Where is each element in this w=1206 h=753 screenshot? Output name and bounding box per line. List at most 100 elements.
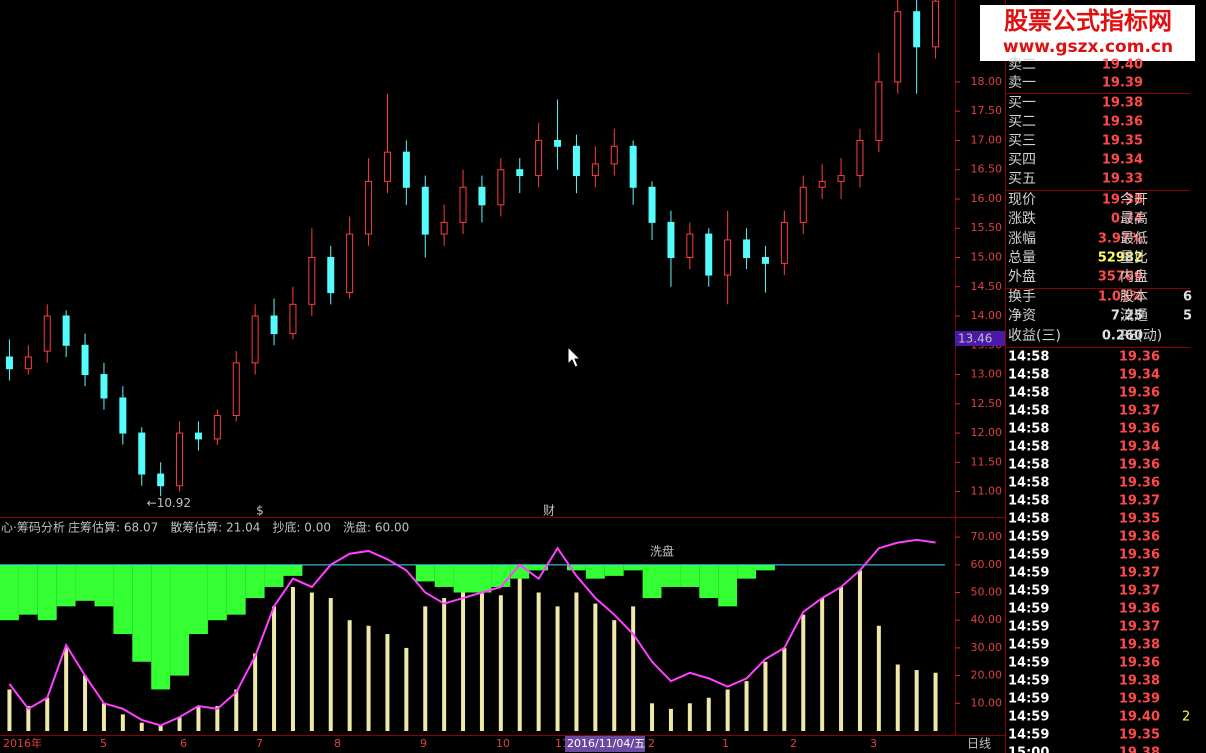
quote-label: 流通 <box>1120 308 1148 324</box>
candle-body <box>837 175 845 182</box>
legend-entry: 洗盘: 60.00 <box>343 520 409 535</box>
tick-price: 19.35 <box>1119 728 1160 743</box>
x-label: 6 <box>180 737 187 750</box>
quote-value: 5 <box>1183 309 1192 324</box>
quote-label: 现价 <box>1008 192 1036 208</box>
y-tick-label: 60.00 <box>971 558 1003 571</box>
quote-label: 外盘 <box>1008 268 1036 285</box>
chip-bar <box>782 647 787 731</box>
book-label: 买一 <box>1008 95 1036 111</box>
chip-bar <box>555 606 560 731</box>
chip-bar <box>461 592 466 731</box>
tick-price: 19.35 <box>1119 512 1160 527</box>
green-bar <box>718 564 738 607</box>
book-price: 19.40 <box>1102 58 1143 73</box>
candle-body <box>100 374 108 399</box>
tick-price: 19.36 <box>1119 530 1160 545</box>
y-tick-label: 12.50 <box>971 397 1003 410</box>
green-bar <box>756 564 775 571</box>
book-label: 买三 <box>1008 133 1036 149</box>
tick-price: 19.36 <box>1119 548 1160 563</box>
candle-body <box>289 303 297 335</box>
candle-body <box>440 221 448 235</box>
legend-entry: 抄底: 0.00 <box>272 520 331 535</box>
tick-price: 19.36 <box>1119 386 1160 401</box>
tick-time: 14:58 <box>1008 440 1049 455</box>
chip-bar <box>45 697 50 731</box>
green-bar <box>453 564 473 593</box>
chip-bar <box>801 614 806 731</box>
chip-bar <box>272 606 277 731</box>
chip-bar <box>593 603 598 731</box>
tick-time: 14:59 <box>1008 566 1049 581</box>
green-bar <box>415 564 435 582</box>
candle-body <box>875 81 883 141</box>
book-price: 19.38 <box>1102 96 1143 111</box>
quote-label: 股本 <box>1120 289 1148 305</box>
green-bar <box>491 564 511 587</box>
y-tick-label: 14.50 <box>971 280 1003 293</box>
chip-bar <box>820 598 825 731</box>
y-tick-label: 16.00 <box>971 192 1003 205</box>
quote-value: 7.25 <box>1111 309 1143 324</box>
green-bar <box>189 564 208 635</box>
tick-price: 19.38 <box>1119 746 1160 753</box>
marker-cai: 财 <box>543 504 555 518</box>
quote-value: 3.97% <box>1098 232 1143 247</box>
tick-time: 14:58 <box>1008 476 1049 491</box>
tick-price: 19.36 <box>1119 602 1160 617</box>
chip-bar <box>725 689 730 731</box>
tick-time: 14:58 <box>1008 386 1049 401</box>
quote-value: 35769 <box>1098 270 1143 285</box>
candle-body <box>327 257 335 294</box>
chip-bar <box>706 697 711 731</box>
tick-time: 14:59 <box>1008 674 1049 689</box>
tick-time: 14:59 <box>1008 728 1049 743</box>
candle-body <box>119 397 127 434</box>
quote-label: PE(动) <box>1120 328 1162 344</box>
quote-value: 52982 <box>1098 251 1143 266</box>
quote-label: 涨幅 <box>1008 231 1036 247</box>
legend-entry: 散筹估算: 21.04 <box>170 520 260 535</box>
panel-title: 心·筹码分析 <box>1 521 65 535</box>
candle-body <box>610 145 618 165</box>
chip-bar <box>366 625 371 731</box>
legend-entry: 庄筹估算: 68.07 <box>68 520 158 535</box>
tick-price: 19.38 <box>1119 674 1160 689</box>
candle-body <box>761 257 769 264</box>
tick-time: 14:58 <box>1008 422 1049 437</box>
green-bar <box>245 564 265 599</box>
green-bar <box>264 564 284 587</box>
y-tick-label: 12.00 <box>971 426 1003 439</box>
chip-bar <box>498 595 503 731</box>
book-label: 卖二 <box>1008 57 1036 73</box>
logo-url: www.gszx.com.cn <box>1003 37 1173 57</box>
tick-price: 19.36 <box>1119 656 1160 671</box>
candle-body <box>572 145 580 177</box>
tick-time: 14:59 <box>1008 656 1049 671</box>
chip-bar <box>83 675 88 731</box>
y-tick-label: 11.00 <box>971 485 1003 498</box>
chip-bar <box>158 725 163 731</box>
y-tick-label: 15.00 <box>971 251 1003 264</box>
y-tick-label: 30.00 <box>971 641 1003 654</box>
wash-label: 洗盘 <box>650 543 674 558</box>
candle-body <box>308 257 316 305</box>
tick-time: 14:58 <box>1008 368 1049 383</box>
x-label: 2 <box>790 737 797 750</box>
chip-bar <box>744 681 749 731</box>
y-tick-label: 70.00 <box>971 530 1003 543</box>
green-bar <box>18 564 38 615</box>
book-label: 买五 <box>1008 171 1036 187</box>
chip-bar <box>650 703 655 731</box>
candle-body <box>591 163 599 177</box>
green-bar <box>113 564 133 635</box>
green-bar <box>94 564 114 607</box>
candle-body <box>856 139 864 177</box>
green-bar <box>699 564 719 599</box>
quote-label: 收益(三) <box>1008 328 1061 344</box>
chip-line <box>8 538 936 727</box>
green-bar <box>604 564 624 576</box>
tick-price: 19.40 <box>1119 710 1160 725</box>
